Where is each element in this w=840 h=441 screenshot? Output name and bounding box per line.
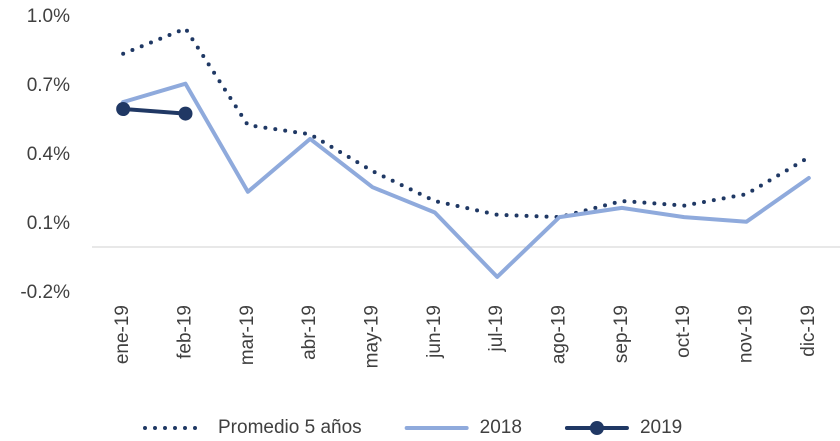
point-marker — [116, 102, 131, 116]
x-tick-label: sep-19 — [611, 305, 632, 363]
x-tick-label: mar-19 — [237, 305, 258, 365]
x-tick-label: jun-19 — [424, 305, 445, 359]
x-tick-label: jul-19 — [486, 305, 507, 352]
x-tick-label: ago-19 — [549, 305, 570, 364]
x-tick-label: nov-19 — [736, 305, 757, 363]
legend-label: Promedio 5 años — [218, 417, 362, 438]
x-tick-label: oct-19 — [673, 305, 694, 358]
series-line — [121, 107, 188, 116]
series-line — [121, 26, 811, 220]
x-tick-label: may-19 — [362, 305, 383, 368]
y-tick-label: 0.4% — [27, 144, 70, 165]
series-line — [121, 81, 811, 279]
legend-label: 2018 — [480, 417, 522, 438]
x-tick-label: ene-19 — [112, 305, 133, 364]
x-tick-label: abr-19 — [299, 305, 320, 360]
x-tick-label: dic-19 — [798, 305, 819, 357]
y-tick-label: 0.7% — [27, 75, 70, 96]
y-tick-label: 1.0% — [27, 6, 70, 27]
legend-marker — [589, 421, 604, 435]
legend-label: 2019 — [640, 417, 682, 438]
x-tick-label: feb-19 — [175, 305, 196, 359]
y-tick-label: -0.2% — [20, 282, 70, 303]
y-tick-label: 0.1% — [27, 213, 70, 234]
point-marker — [178, 106, 193, 121]
